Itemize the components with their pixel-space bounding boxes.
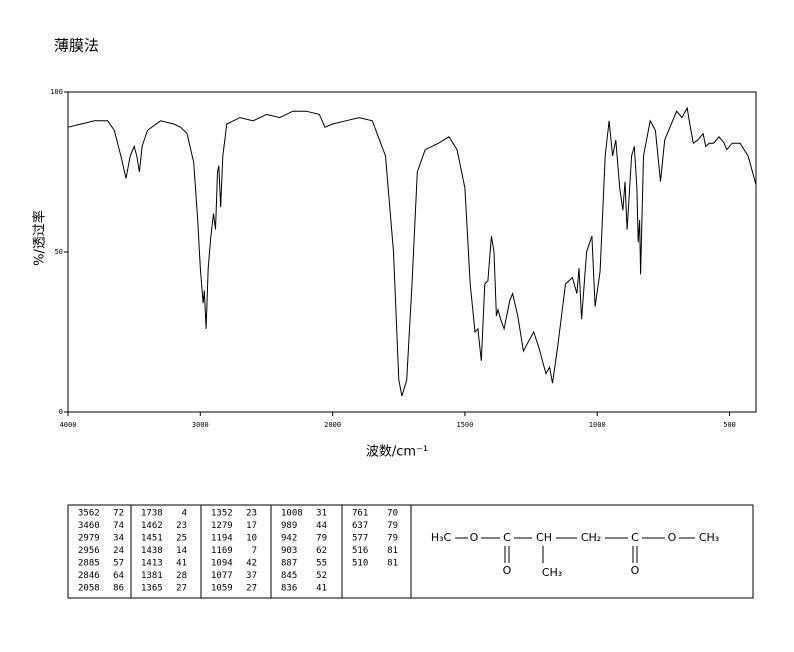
peak-wavenumber: 577: [352, 534, 368, 544]
peak-transmittance: 25: [176, 534, 187, 544]
peak-wavenumber: 2846: [78, 571, 100, 581]
peak-wavenumber: 1381: [141, 571, 163, 581]
peak-wavenumber: 761: [352, 509, 368, 519]
peak-wavenumber: 1094: [211, 559, 233, 569]
peak-transmittance: 79: [316, 534, 327, 544]
atom-label: O: [503, 564, 512, 577]
bonds: [455, 537, 695, 563]
peak-wavenumber: 989: [281, 521, 297, 531]
atom-label: O: [470, 531, 479, 544]
peak-transmittance: 23: [176, 521, 187, 531]
peak-transmittance: 34: [113, 534, 124, 544]
peak-wavenumber: 2979: [78, 534, 100, 544]
x-tick-label: 1500: [456, 421, 473, 429]
peak-transmittance: 81: [387, 559, 398, 569]
x-tick-label: 500: [723, 421, 736, 429]
y-tick-label: 50: [55, 248, 63, 256]
peak-wavenumber: 2956: [78, 546, 100, 556]
atom-label: CH₃: [542, 566, 562, 579]
peak-transmittance: 41: [316, 584, 327, 594]
peak-wavenumber: 516: [352, 546, 368, 556]
atom-label: O: [631, 564, 640, 577]
peak-transmittance: 64: [113, 571, 124, 581]
atom-label: CH₃: [699, 531, 719, 544]
peak-transmittance: 24: [113, 546, 124, 556]
peak-wavenumber: 1194: [211, 534, 233, 544]
table-dividers: [130, 505, 412, 598]
peak-wavenumber: 1365: [141, 584, 163, 594]
peak-transmittance: 27: [176, 584, 187, 594]
peak-transmittance: 62: [316, 546, 327, 556]
peak-transmittance: 79: [387, 521, 398, 531]
atom-label: H₃C: [431, 531, 452, 544]
peak-transmittance: 23: [246, 509, 257, 519]
x-tick-label: 3000: [192, 421, 209, 429]
plot-frame: [67, 91, 757, 413]
peak-wavenumber: 1413: [141, 559, 163, 569]
peak-wavenumber: 510: [352, 559, 368, 569]
peak-wavenumber: 1738: [141, 509, 163, 519]
peak-wavenumber: 3562: [78, 509, 100, 519]
peak-transmittance: 72: [113, 509, 124, 519]
peak-wavenumber: 2058: [78, 584, 100, 594]
peak-transmittance: 70: [387, 509, 398, 519]
peak-transmittance: 44: [316, 521, 327, 531]
peak-transmittance: 57: [113, 559, 124, 569]
atom-label: O: [668, 531, 677, 544]
peak-wavenumber: 903: [281, 546, 297, 556]
peak-transmittance: 37: [246, 571, 257, 581]
peak-transmittance: 4: [182, 509, 187, 519]
x-tick-label: 2000: [324, 421, 341, 429]
peak-wavenumber: 1462: [141, 521, 163, 531]
atom-label: C: [503, 531, 511, 544]
x-tick-label: 1000: [589, 421, 606, 429]
peak-wavenumber: 845: [281, 571, 297, 581]
peak-transmittance: 55: [316, 559, 327, 569]
peak-wavenumber: 637: [352, 521, 368, 531]
peak-wavenumber: 3460: [78, 521, 100, 531]
peak-wavenumber: 1008: [281, 509, 303, 519]
peak-wavenumber: 1352: [211, 509, 233, 519]
atom-label: CH: [536, 531, 552, 544]
y-tick-label: 0: [59, 408, 63, 416]
title: 薄膜法: [54, 37, 99, 55]
x-tick-label: 4000: [60, 421, 77, 429]
peak-wavenumber: 836: [281, 584, 297, 594]
peak-wavenumber: 1438: [141, 546, 163, 556]
peak-transmittance: 27: [246, 584, 257, 594]
y-tick-label: 100: [50, 88, 63, 96]
peak-wavenumber: 887: [281, 559, 297, 569]
peak-transmittance: 42: [246, 559, 257, 569]
peak-transmittance: 41: [176, 559, 187, 569]
peak-transmittance: 79: [387, 534, 398, 544]
peak-wavenumber: 1451: [141, 534, 163, 544]
peak-transmittance: 86: [113, 584, 124, 594]
peak-transmittance: 10: [246, 534, 257, 544]
atom-label: CH₂: [581, 531, 601, 544]
peak-transmittance: 74: [113, 521, 124, 531]
spectrum-line: [67, 106, 757, 397]
peak-wavenumber: 1077: [211, 571, 233, 581]
peak-transmittance: 81: [387, 546, 398, 556]
peak-transmittance: 14: [176, 546, 187, 556]
peak-transmittance: 28: [176, 571, 187, 581]
x-axis-label: 波数/cm⁻¹: [366, 445, 428, 460]
peak-transmittance: 7: [252, 546, 257, 556]
peak-wavenumber: 1059: [211, 584, 233, 594]
peak-transmittance: 31: [316, 509, 327, 519]
peak-wavenumber: 2885: [78, 559, 100, 569]
peak-transmittance: 17: [246, 521, 257, 531]
y-axis-label: %/透过率: [32, 210, 48, 266]
peak-wavenumber: 1279: [211, 521, 233, 531]
atom-label: C: [631, 531, 639, 544]
peak-transmittance: 52: [316, 571, 327, 581]
peak-wavenumber: 1169: [211, 546, 233, 556]
peak-wavenumber: 942: [281, 534, 297, 544]
